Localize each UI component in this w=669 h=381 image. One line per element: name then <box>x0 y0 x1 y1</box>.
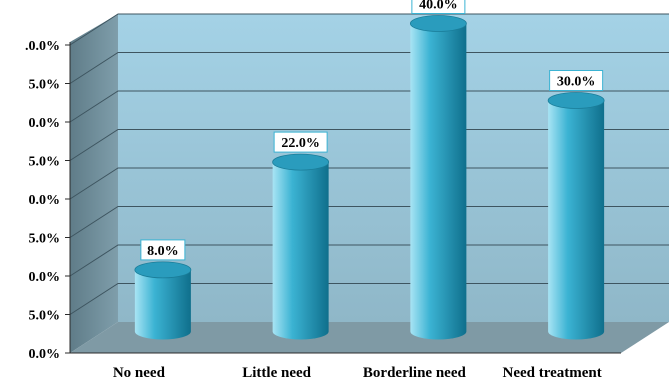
bar-body <box>134 269 191 340</box>
data-label: 40.0% <box>419 0 458 13</box>
gridline <box>69 206 669 238</box>
data-label: 30.0% <box>557 75 596 90</box>
gridline <box>69 90 669 123</box>
bar: 40.0% <box>409 0 467 340</box>
bar-body <box>410 23 467 340</box>
y-tick-label: 5.0% <box>29 155 61 170</box>
y-tick-label: 0.0% <box>29 116 61 131</box>
x-category-label: Little need <box>242 365 311 381</box>
y-tick-label: 0.0% <box>29 270 61 285</box>
data-label: 22.0% <box>281 136 320 151</box>
x-axis-categories: No need Little need Borderline need Need tr… <box>113 365 602 381</box>
data-label-box <box>411 0 466 14</box>
bar-body <box>272 162 329 340</box>
data-label: 8.0% <box>147 244 179 259</box>
gridline <box>69 244 669 277</box>
bar: 30.0% <box>547 70 605 340</box>
x-category-label: Need treatment <box>502 365 601 381</box>
bar-top <box>272 153 330 171</box>
bar-top <box>547 92 605 109</box>
data-label-box <box>273 131 328 153</box>
bar-top <box>134 261 192 279</box>
chart-bars: 8.0% 22.0% 40.0% 30.0% <box>134 0 605 340</box>
y-tick-label: 0.0% <box>29 193 61 208</box>
data-label-box <box>140 239 186 261</box>
gridline <box>69 283 669 315</box>
y-tick-label: 5.0% <box>29 232 61 247</box>
data-label-box <box>549 70 604 91</box>
bar: 22.0% <box>272 131 330 340</box>
y-axis-ticks: 0.0% 5.0% 0.0% 5.0% 0.0% 5.0% 0.0% 5.0% .0.0% <box>25 39 70 362</box>
gridline <box>69 52 669 84</box>
y-tick-label: 0.0% <box>29 347 61 362</box>
x-category-label: No need <box>113 365 166 381</box>
gridline <box>69 129 669 161</box>
x-category-label: Borderline need <box>363 365 467 381</box>
y-tick-label: .0.0% <box>25 39 60 54</box>
gridline <box>69 13 669 46</box>
gridline <box>69 167 669 200</box>
bar-top <box>409 15 467 32</box>
bar: 8.0% <box>134 239 192 340</box>
chart-floor <box>70 322 669 353</box>
bar-body <box>548 100 605 340</box>
y-tick-label: 5.0% <box>29 309 61 324</box>
y-tick-label: 5.0% <box>29 78 61 93</box>
chart-gridlines <box>69 13 669 315</box>
